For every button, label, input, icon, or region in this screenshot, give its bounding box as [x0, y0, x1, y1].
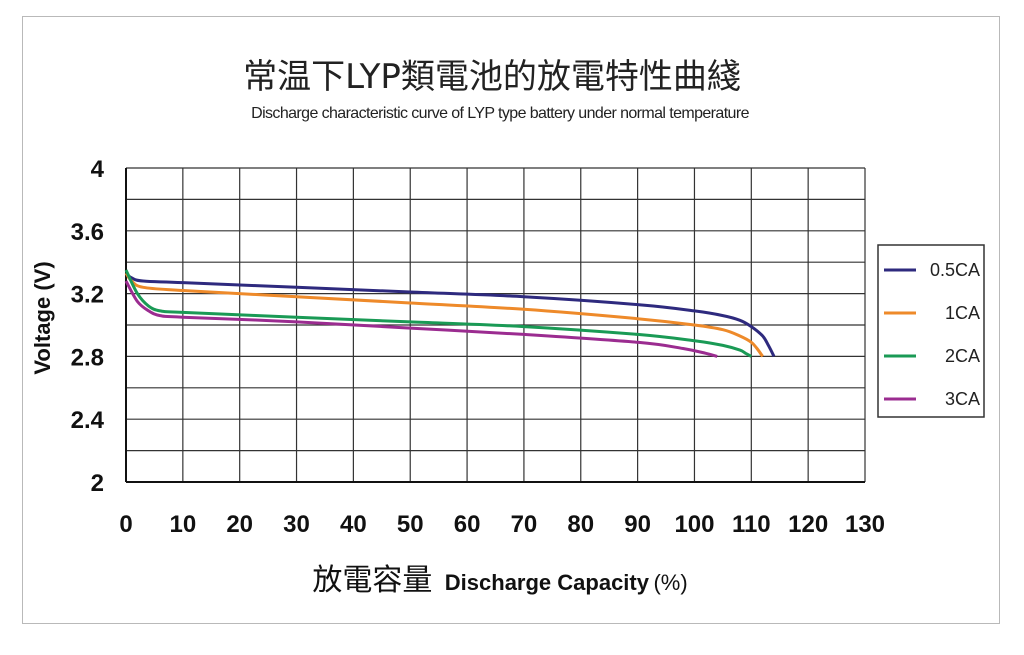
- chart-subtitle: Discharge characteristic curve of LYP ty…: [251, 105, 749, 122]
- y-axis-label: Voltage (V): [30, 261, 55, 374]
- x-axis-label-en: Discharge Capacity: [445, 570, 650, 595]
- legend-label-1CA: 1CA: [945, 303, 980, 323]
- x-tick-label-80: 80: [567, 511, 594, 538]
- x-tick-label-30: 30: [283, 511, 310, 538]
- x-tick-label-0: 0: [119, 511, 132, 538]
- legend-label-2CA: 2CA: [945, 346, 980, 366]
- legend-label-0.5CA: 0.5CA: [930, 260, 980, 280]
- x-tick-label-60: 60: [454, 511, 481, 538]
- x-tick-label-90: 90: [624, 511, 651, 538]
- x-tick-label-100: 100: [674, 511, 714, 538]
- series-line-0.5CA: [124, 272, 776, 358]
- x-tick-label-10: 10: [169, 511, 196, 538]
- x-tick-label-70: 70: [511, 511, 538, 538]
- x-tick-label-40: 40: [340, 511, 367, 538]
- legend-box: [877, 244, 985, 418]
- x-axis-label-cn: 放電容量: [312, 563, 432, 598]
- y-tick-label-4: 4: [91, 156, 105, 183]
- x-tick-label-120: 120: [788, 511, 828, 538]
- series-line-3CA: [124, 280, 718, 358]
- y-tick-label-2: 2: [91, 470, 104, 497]
- x-tick-label-20: 20: [226, 511, 253, 538]
- x-tick-label-110: 110: [732, 511, 771, 538]
- y-tick-label-3.2: 3.2: [71, 282, 104, 309]
- x-axis-label-unit: (%): [653, 570, 687, 595]
- x-tick-label-50: 50: [397, 511, 424, 538]
- chart-frame: [22, 16, 1000, 624]
- y-tick-label-2.8: 2.8: [71, 344, 104, 371]
- x-tick-label-130: 130: [845, 511, 885, 538]
- y-tick-label-3.6: 3.6: [71, 219, 104, 246]
- x-axis-label: 放電容量 Discharge Capacity (%): [312, 563, 687, 598]
- axis-ticks: 0 10 20 30 40 50 60 70 80 90 100 110 120 130 2 2.4 2.8 3.…: [71, 156, 885, 538]
- legend-label-3CA: 3CA: [945, 389, 980, 409]
- series-line-1CA: [124, 272, 764, 358]
- series-line-2CA: [124, 269, 753, 358]
- chart-title: 常温下LYP類電池的放電特性曲綫: [243, 57, 741, 97]
- y-tick-label-2.4: 2.4: [71, 407, 105, 434]
- legend: 0.5CA 1CA 2CA 3CA: [877, 244, 985, 418]
- series-lines: [124, 269, 776, 358]
